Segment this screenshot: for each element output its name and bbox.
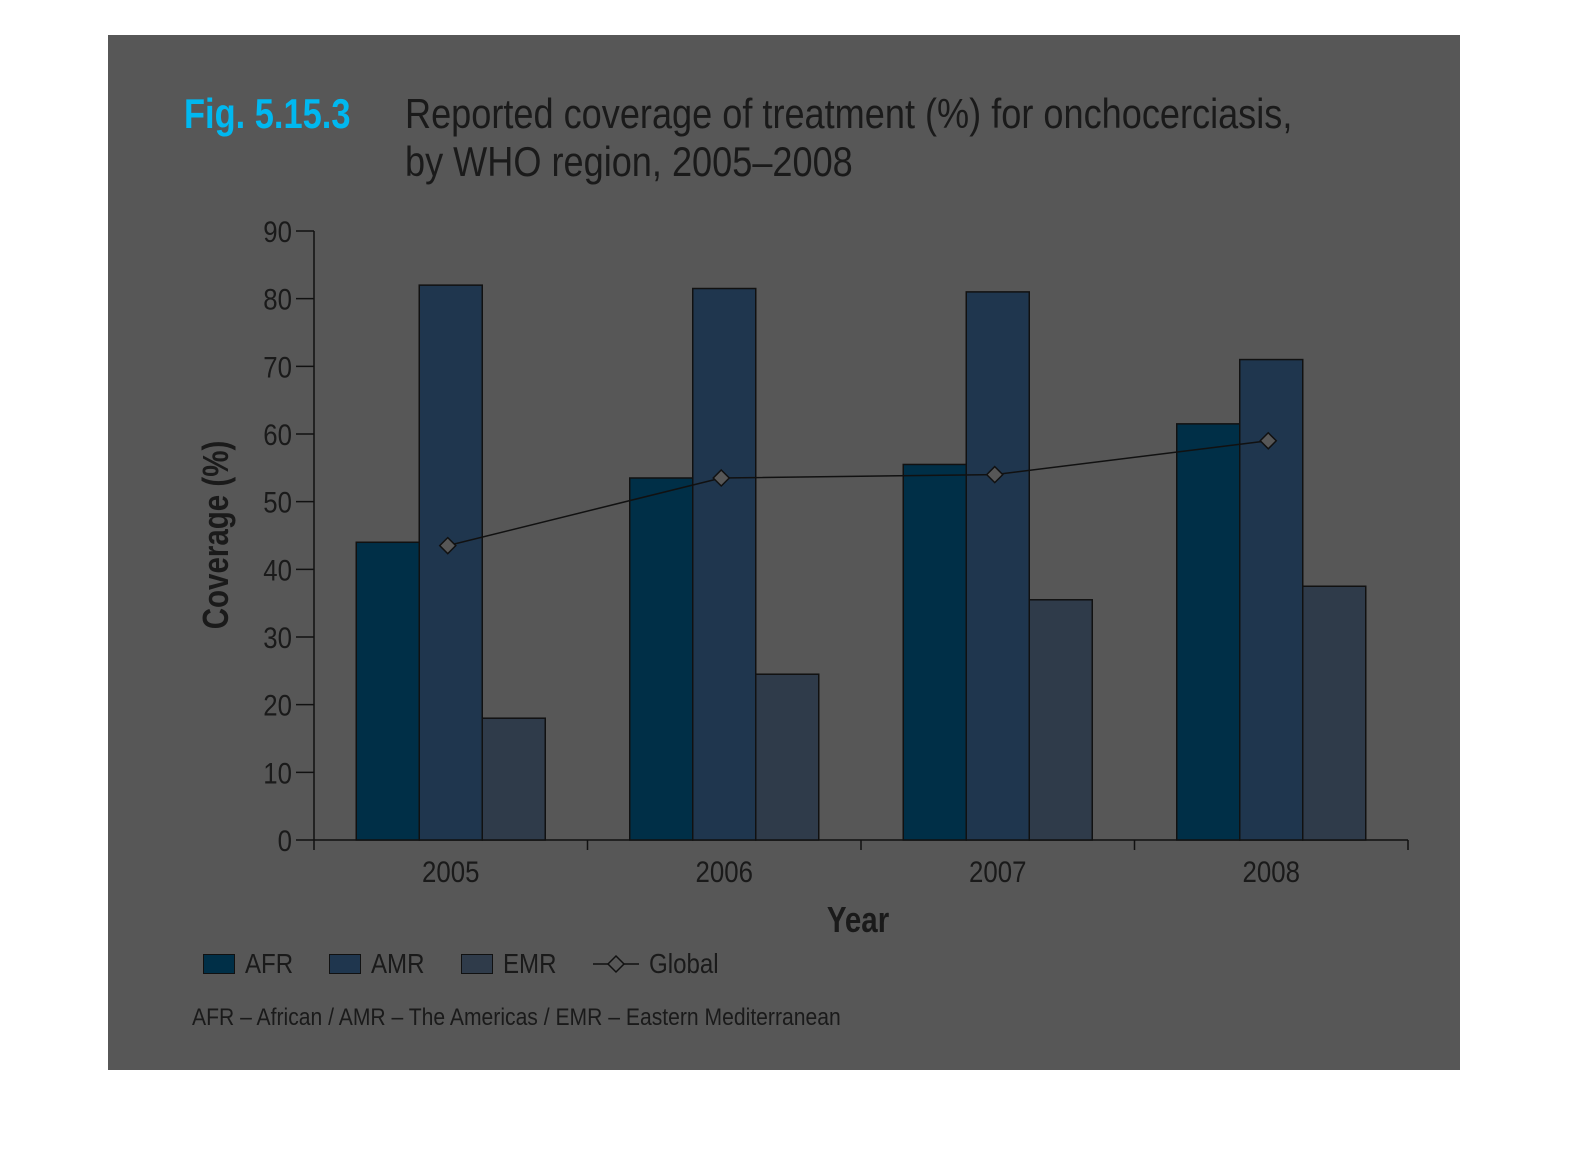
legend-label-emr: EMR xyxy=(503,948,557,979)
point-global-2005 xyxy=(438,536,457,555)
point-global-2008 xyxy=(1259,431,1278,450)
x-axis: 2005 2006 2007 2008 xyxy=(313,839,1409,888)
point-global-2007 xyxy=(985,465,1004,484)
bar-afr-2005 xyxy=(355,541,420,841)
legend-swatch-emr xyxy=(461,954,494,974)
bar-amr-2008 xyxy=(1239,358,1304,841)
line-global xyxy=(447,440,1269,547)
y-tick-label: 70 xyxy=(263,351,292,384)
bar-emr-2007 xyxy=(1028,599,1093,841)
global-line-group xyxy=(438,431,1278,555)
y-axis-label: Coverage (%) xyxy=(195,441,235,630)
x-tick-label: 2007 xyxy=(969,855,1026,888)
x-axis-label: Year xyxy=(827,899,890,939)
bar-afr-2006 xyxy=(629,477,694,841)
bar-emr-2005 xyxy=(481,717,546,841)
legend-label-global: Global xyxy=(649,948,720,979)
y-tick-label: 20 xyxy=(263,689,292,722)
y-tick-label: 10 xyxy=(263,757,292,790)
bar-amr-2006 xyxy=(692,287,757,841)
legend-item-amr: AMR xyxy=(329,948,433,980)
bar-amr-2005 xyxy=(418,284,483,841)
legend: AFR AMR EMR Global xyxy=(203,946,758,982)
footnote: AFR – African / AMR – The Americas / EMR… xyxy=(192,1004,841,1031)
figure-number: Fig. 5.15.3 xyxy=(184,90,351,137)
legend-item-emr: EMR xyxy=(461,948,565,980)
legend-label-afr: AFR xyxy=(245,948,294,979)
point-global-2006 xyxy=(712,468,731,488)
y-tick-label: 80 xyxy=(263,283,292,316)
bar-emr-2008 xyxy=(1302,585,1367,841)
legend-item-afr: AFR xyxy=(203,948,301,980)
y-axis: 0 10 20 30 40 50 60 70 80 90 xyxy=(263,215,315,857)
figure-title-line1: Reported coverage of treatment (%) for o… xyxy=(405,90,1293,137)
y-tick-label: 50 xyxy=(263,486,292,519)
y-tick-label: 30 xyxy=(263,621,292,654)
bar-afr-2008 xyxy=(1176,423,1241,841)
y-tick-label: 60 xyxy=(263,418,292,451)
y-tick-label: 0 xyxy=(278,824,292,857)
figure-title: Reported coverage of treatment (%) for o… xyxy=(405,90,1292,186)
x-tick-label: 2008 xyxy=(1243,855,1300,888)
legend-label-amr: AMR xyxy=(371,948,425,979)
bar-emr-2006 xyxy=(755,673,820,841)
legend-swatch-afr xyxy=(203,954,235,974)
y-tick-label: 40 xyxy=(263,554,292,587)
x-tick-label: 2005 xyxy=(422,855,479,888)
figure-title-line2: by WHO region, 2005–2008 xyxy=(405,138,853,185)
legend-swatch-amr xyxy=(329,954,361,974)
bar-afr-2007 xyxy=(902,463,967,841)
x-tick-label: 2006 xyxy=(696,855,753,888)
bars-group xyxy=(355,284,1367,841)
legend-item-global: Global xyxy=(593,948,730,980)
legend-marker-global-icon xyxy=(593,954,640,974)
y-tick-label: 90 xyxy=(263,215,292,248)
bar-amr-2007 xyxy=(965,291,1030,841)
